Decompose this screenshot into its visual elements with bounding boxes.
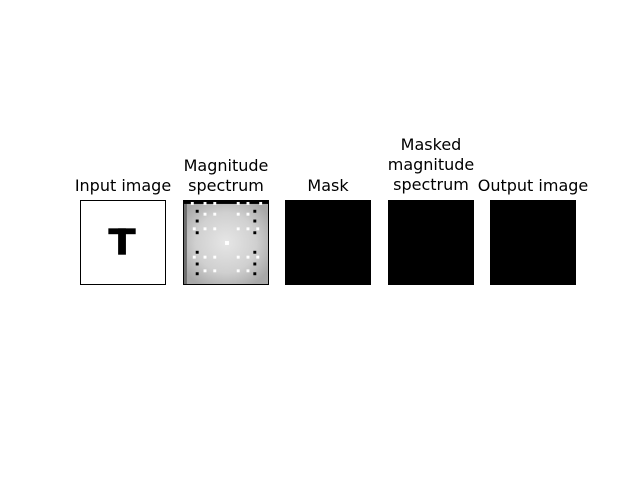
masked-spectrum-title: Masked magnitude spectrum [388, 135, 475, 195]
input-image-canvas [81, 201, 165, 284]
spectrum-peak [236, 227, 240, 231]
spectrum-dip [253, 250, 257, 254]
spectrum-peak [236, 269, 240, 273]
masked-spectrum-title-line-3: spectrum [393, 175, 469, 194]
spectrum-dip [195, 272, 199, 276]
magnitude-spectrum-panel [183, 200, 269, 285]
spectrum-dip [195, 209, 199, 213]
spectrum-peak [213, 255, 217, 259]
output-image-panel [490, 200, 576, 285]
mask-title: Mask [307, 176, 348, 196]
input-image-panel [80, 200, 166, 285]
masked-spectrum-title-line-1: Masked [400, 135, 462, 154]
spectrum-top-edge [184, 201, 268, 204]
spectrum-peak [256, 255, 260, 259]
spectrum-peak [246, 212, 250, 216]
spectrum-dc-peak [225, 241, 229, 245]
spectrum-peak [213, 227, 217, 231]
spectrum-peak [203, 227, 207, 231]
magnitude-spectrum-title-line-2: spectrum [188, 176, 264, 195]
spectrum-peak [259, 201, 263, 205]
output-image-title-line: Output image [477, 176, 589, 195]
magnitude-spectrum-title-line-1: Magnitude [183, 156, 269, 175]
spectrum-peak [203, 269, 207, 273]
spectrum-dip [253, 219, 257, 223]
spectrum-dip [253, 262, 257, 266]
mask-title-line: Mask [307, 176, 349, 195]
magnitude-spectrum-canvas [184, 201, 268, 284]
magnitude-spectrum-title: Magnitude spectrum [184, 156, 269, 196]
spectrum-peak [203, 255, 207, 259]
spectrum-peak [192, 255, 196, 259]
spectrum-peak [213, 269, 217, 273]
spectrum-peak [236, 255, 240, 259]
spectrum-dip [253, 231, 257, 235]
spectrum-peak [192, 227, 196, 231]
spectrum-dip [195, 219, 199, 223]
masked-spectrum-title-line-2: magnitude [387, 155, 475, 174]
spectrum-peak [246, 227, 250, 231]
spectrum-peak [246, 269, 250, 273]
spectrum-dip [195, 231, 199, 235]
spectrum-peak [236, 201, 240, 205]
spectrum-peak [203, 201, 207, 205]
spectrum-dip [253, 272, 257, 276]
spectrum-left-edge [184, 201, 187, 284]
mask-panel [285, 200, 371, 285]
spectrum-peak [246, 201, 250, 205]
spectrum-peaks [190, 201, 263, 276]
masked-spectrum-panel [388, 200, 474, 285]
spectrum-dip [253, 209, 257, 213]
spectrum-peak [256, 227, 260, 231]
spectrum-dip [195, 250, 199, 254]
spectrum-peak [246, 255, 250, 259]
input-image-title: Input image [75, 176, 171, 196]
spectrum-peak [203, 212, 207, 216]
spectrum-peak [190, 201, 194, 205]
spectrum-peak [213, 201, 217, 205]
output-image-title: Output image [478, 176, 589, 196]
spectrum-dip [195, 262, 199, 266]
input-image-title-line: Input image [74, 176, 172, 195]
spectrum-peak [236, 212, 240, 216]
spectrum-peak [213, 212, 217, 216]
letter-t-stem [118, 228, 126, 255]
